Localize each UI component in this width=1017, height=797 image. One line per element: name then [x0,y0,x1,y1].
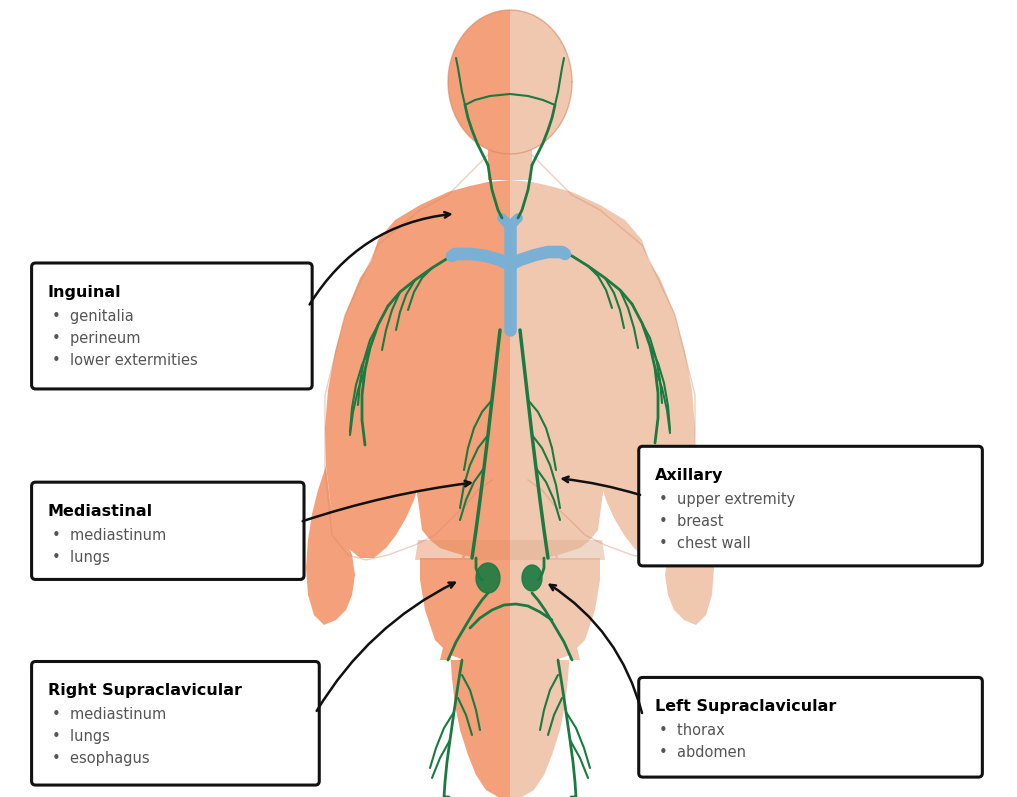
Polygon shape [476,563,500,593]
Text: Mediastinal: Mediastinal [48,505,153,519]
Text: •  genitalia: • genitalia [52,309,133,324]
Polygon shape [510,558,600,665]
Polygon shape [510,150,532,180]
Polygon shape [665,466,714,625]
Text: •  esophagus: • esophagus [52,752,149,767]
Polygon shape [510,10,572,154]
Polygon shape [306,466,355,625]
Polygon shape [488,150,510,180]
Text: •  mediastinum: • mediastinum [52,708,166,723]
Text: Inguinal: Inguinal [48,285,121,300]
Text: •  mediastinum: • mediastinum [52,528,166,544]
Text: •  chest wall: • chest wall [659,536,751,552]
FancyBboxPatch shape [639,446,982,566]
Polygon shape [420,558,510,665]
FancyBboxPatch shape [32,662,319,785]
Text: •  thorax: • thorax [659,724,724,739]
Text: Right Supraclavicular: Right Supraclavicular [48,684,242,698]
Text: •  lungs: • lungs [52,550,110,565]
Polygon shape [510,540,605,560]
Text: •  lungs: • lungs [52,729,110,744]
Polygon shape [448,10,510,154]
Polygon shape [415,540,510,560]
FancyBboxPatch shape [32,482,304,579]
FancyBboxPatch shape [32,263,312,389]
Text: •  lower extermities: • lower extermities [52,353,197,368]
Polygon shape [510,510,580,797]
Text: •  abdomen: • abdomen [659,745,745,760]
Polygon shape [368,180,510,558]
Polygon shape [510,180,652,558]
FancyBboxPatch shape [639,677,982,777]
Text: Axillary: Axillary [655,469,723,483]
Polygon shape [522,565,542,591]
Text: •  perineum: • perineum [52,331,140,346]
Polygon shape [600,210,695,558]
Text: •  upper extremity: • upper extremity [659,493,795,508]
Text: Left Supraclavicular: Left Supraclavicular [655,700,836,714]
Text: •  breast: • breast [659,514,723,529]
Polygon shape [440,510,510,797]
Polygon shape [325,210,420,558]
